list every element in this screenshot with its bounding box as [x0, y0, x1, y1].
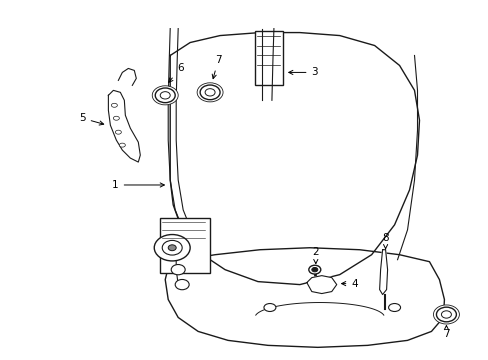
Circle shape — [197, 83, 223, 102]
Polygon shape — [108, 90, 140, 162]
Circle shape — [200, 85, 220, 100]
Text: 8: 8 — [382, 233, 388, 249]
Bar — [254, 31, 283, 85]
Circle shape — [162, 240, 182, 255]
Text: 4: 4 — [341, 279, 357, 289]
Circle shape — [441, 311, 450, 318]
Ellipse shape — [111, 103, 117, 107]
Circle shape — [204, 89, 215, 96]
Bar — [160, 218, 210, 273]
Text: 7: 7 — [212, 55, 221, 78]
Circle shape — [171, 265, 185, 275]
Polygon shape — [306, 276, 336, 293]
Circle shape — [432, 305, 458, 324]
Text: 5: 5 — [79, 113, 103, 125]
Ellipse shape — [115, 130, 121, 134]
Text: 1: 1 — [112, 180, 164, 190]
Ellipse shape — [264, 303, 275, 311]
Circle shape — [155, 88, 175, 103]
Circle shape — [168, 245, 176, 251]
Text: 3: 3 — [288, 67, 318, 77]
Circle shape — [311, 267, 317, 272]
Polygon shape — [379, 250, 387, 294]
Text: 6: 6 — [168, 63, 183, 82]
Circle shape — [175, 279, 189, 290]
Polygon shape — [165, 248, 444, 347]
Polygon shape — [170, 32, 419, 285]
Text: 7: 7 — [442, 325, 449, 339]
Circle shape — [308, 265, 320, 274]
Circle shape — [436, 307, 455, 322]
Circle shape — [160, 92, 170, 99]
Ellipse shape — [113, 116, 119, 120]
Text: 2: 2 — [312, 247, 319, 264]
Ellipse shape — [388, 303, 400, 311]
Circle shape — [154, 234, 190, 261]
Circle shape — [152, 86, 178, 105]
Ellipse shape — [119, 143, 125, 147]
